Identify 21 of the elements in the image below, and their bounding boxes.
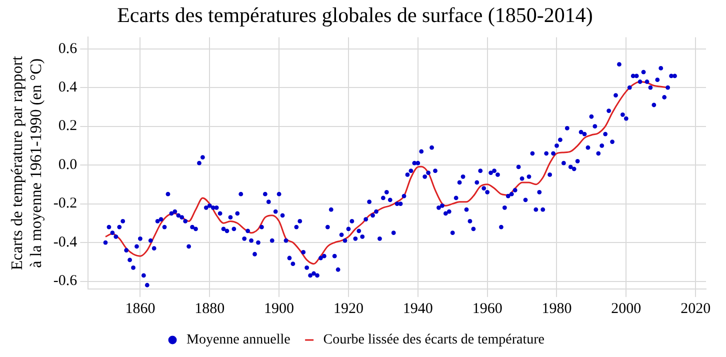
legend-label: Moyenne annuelle — [186, 332, 290, 348]
y-tick-label: -0.6 — [53, 273, 78, 290]
y-tick-label: 0.4 — [58, 79, 78, 96]
x-tick-label: 1960 — [472, 300, 502, 317]
y-tick-label: -0.2 — [53, 196, 78, 212]
x-tick-label: 1880 — [194, 300, 225, 317]
x-tick-label: 1860 — [125, 300, 156, 317]
y-axis-title: Ecarts de température par rapport à la moyenne 1961-1990 (en °C) — [8, 55, 46, 270]
legend-label: Courbe lissée des écarts de température — [323, 332, 544, 348]
x-tick-label: 1940 — [402, 300, 433, 317]
x-tick-label: 1920 — [333, 300, 364, 317]
chart-title: Ecarts des températures globales de surface (1850-2014) — [117, 3, 593, 28]
line-series — [104, 81, 669, 265]
y-tick-label: 0.6 — [58, 40, 78, 57]
x-tick-label: 1900 — [264, 300, 294, 317]
x-tick-label: 2020 — [680, 300, 711, 317]
x-tick-label: 1980 — [542, 300, 572, 317]
x-tick-label: 2000 — [611, 300, 642, 317]
y-tick-label: 0.2 — [58, 118, 78, 134]
y-tick-label: -0.4 — [53, 234, 78, 250]
y-tick-label: 0.0 — [58, 156, 78, 173]
